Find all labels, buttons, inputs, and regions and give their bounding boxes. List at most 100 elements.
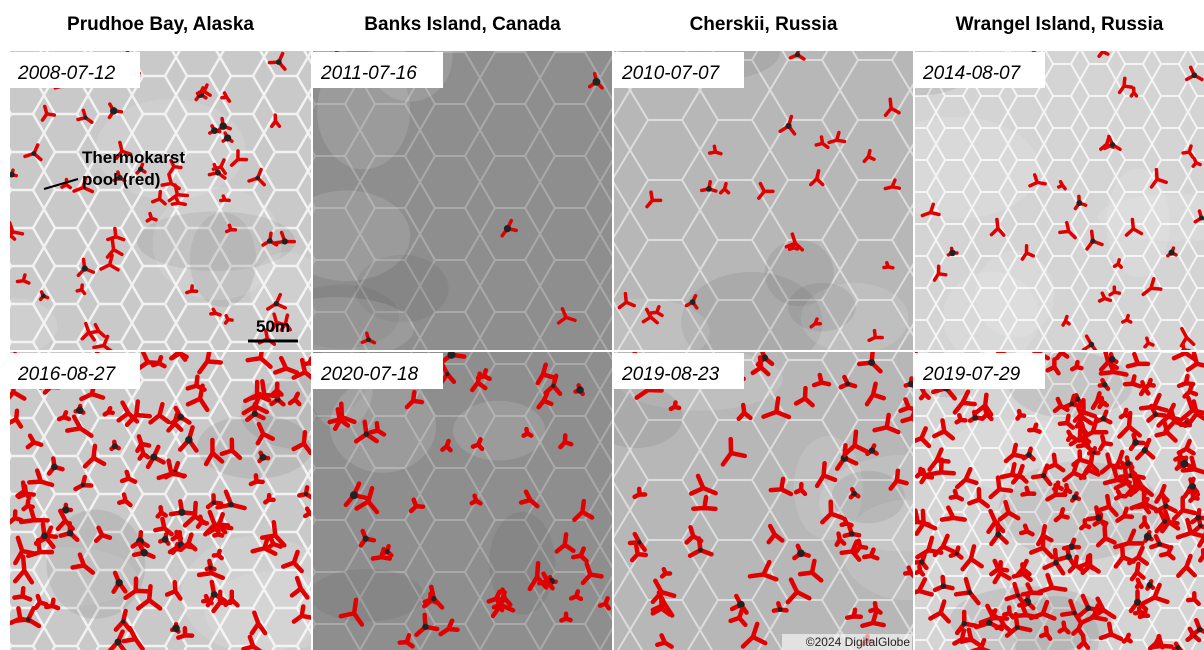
- pool-water: [81, 483, 85, 487]
- pool-water: [1109, 356, 1116, 363]
- pool-water: [785, 123, 791, 129]
- pool-water: [83, 116, 87, 120]
- pool-water: [363, 536, 369, 542]
- pool-water: [255, 176, 260, 181]
- pool-water: [41, 293, 46, 298]
- date-label: 2020-07-18: [320, 364, 419, 385]
- pool-water: [1163, 504, 1168, 509]
- pool-water: [1132, 439, 1139, 446]
- column-title: Banks Island, Canada: [364, 14, 561, 35]
- pool-water: [282, 238, 288, 244]
- column-title: Cherskii, Russia: [690, 14, 838, 35]
- pool-water: [1191, 72, 1197, 78]
- pool-water: [949, 250, 956, 257]
- pool-water: [1144, 533, 1152, 541]
- pool-water: [51, 464, 58, 471]
- pool-water: [208, 566, 213, 571]
- pool-water: [1069, 402, 1074, 407]
- pool-water: [112, 443, 118, 449]
- pool-water: [908, 381, 914, 387]
- pool-water: [212, 500, 216, 504]
- pool-water: [1041, 473, 1046, 478]
- annotation-line: pool (red): [82, 170, 160, 189]
- pool-water: [1086, 605, 1092, 611]
- date-label: 2019-07-29: [922, 364, 1021, 385]
- pool-water: [1163, 519, 1168, 524]
- pool-water: [1180, 460, 1188, 468]
- pool-water: [172, 625, 180, 633]
- pool-water: [150, 454, 157, 461]
- pool-water: [445, 372, 449, 376]
- pool-water: [1198, 524, 1202, 528]
- pool-water: [267, 238, 273, 244]
- pool-water: [1053, 560, 1059, 566]
- date-label: 2019-08-23: [621, 364, 720, 385]
- pool-water: [1134, 599, 1141, 606]
- pool-water: [967, 590, 972, 595]
- pool-water: [431, 596, 436, 601]
- pool-water: [178, 509, 185, 516]
- pool-water: [252, 411, 258, 417]
- pool-water: [1147, 582, 1153, 588]
- pool-water: [576, 386, 584, 394]
- pool-water: [350, 491, 358, 499]
- date-label: 2011-07-16: [320, 63, 417, 84]
- pool-water: [1199, 216, 1204, 221]
- pool-water: [76, 407, 83, 414]
- pool-water: [706, 186, 712, 192]
- pool-water: [1076, 200, 1082, 206]
- pool-water: [1095, 514, 1102, 521]
- column-title: Wrangel Island, Russia: [956, 14, 1164, 35]
- pool-water: [304, 492, 308, 496]
- pool-water: [849, 531, 855, 537]
- image-panel: 2020-07-18: [264, 323, 612, 650]
- pool-water: [1176, 645, 1181, 650]
- pool-water: [82, 265, 88, 271]
- pool-water: [140, 549, 147, 556]
- pool-water: [1016, 593, 1020, 597]
- terrain-shade: [181, 535, 332, 650]
- pool-water: [114, 639, 121, 646]
- pool-water: [162, 536, 169, 543]
- pool-water: [177, 414, 184, 421]
- pool-water: [219, 122, 227, 130]
- pool-water: [637, 540, 641, 544]
- pool-water: [116, 579, 123, 586]
- pool-water: [228, 502, 234, 508]
- pool-water: [1110, 142, 1115, 147]
- pool-water: [995, 531, 1001, 537]
- pool-water: [962, 621, 967, 626]
- pool-water: [845, 381, 850, 386]
- pool-water: [851, 491, 857, 497]
- pool-water: [1125, 460, 1131, 466]
- pool-water: [1089, 342, 1095, 348]
- pool-water: [869, 447, 875, 453]
- pool-water: [9, 172, 15, 178]
- pool-water: [110, 107, 117, 114]
- pool-water: [941, 583, 947, 589]
- pool-water: [274, 301, 279, 306]
- pool-water: [551, 384, 555, 388]
- pool-water: [795, 52, 800, 57]
- pool-water: [366, 337, 371, 342]
- pool-water: [1169, 250, 1175, 256]
- pool-water: [1101, 416, 1107, 422]
- image-panel: 2019-07-29: [905, 332, 1204, 650]
- pool-water: [224, 134, 231, 141]
- pool-water: [211, 127, 218, 134]
- annotation-line: Thermokarst: [82, 148, 185, 167]
- pool-water: [447, 351, 455, 359]
- pool-water: [986, 620, 992, 626]
- date-label: 2010-07-07: [621, 63, 721, 84]
- pool-water: [1072, 494, 1078, 500]
- pool-water: [1026, 452, 1032, 458]
- pool-water: [26, 617, 31, 622]
- pool-water: [1189, 483, 1196, 490]
- pool-water: [593, 78, 601, 86]
- pool-water: [1157, 542, 1162, 547]
- pool-water: [41, 532, 48, 539]
- pool-water: [185, 436, 192, 443]
- pool-water: [1153, 412, 1158, 417]
- date-label: 2014-08-07: [922, 63, 1022, 84]
- pool-water: [698, 548, 703, 553]
